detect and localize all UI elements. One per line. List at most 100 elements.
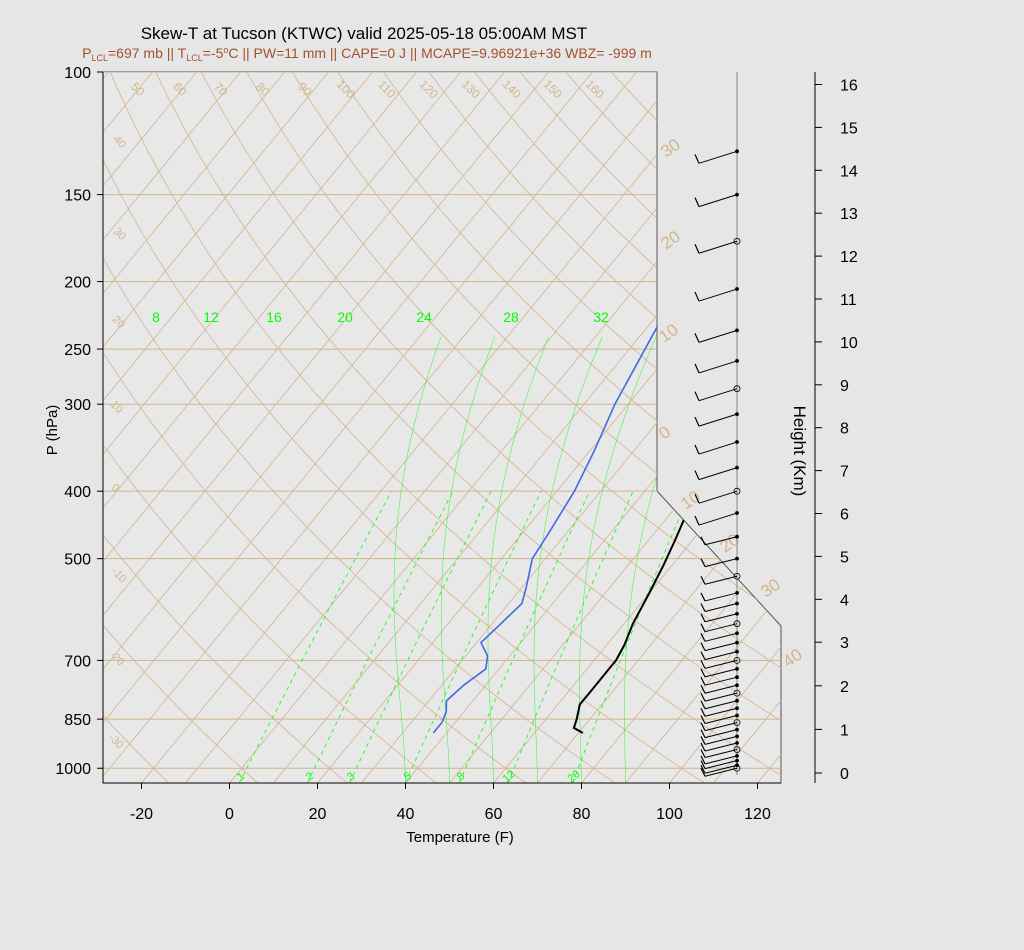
wind-barb — [694, 412, 739, 427]
wind-barb — [694, 465, 739, 481]
wind-barb — [700, 611, 739, 623]
pressure-tick-label: 150 — [64, 188, 91, 205]
dry-adiabat-line — [109, 72, 781, 783]
mixing-ratio-line — [507, 491, 634, 783]
wind-barb-flag — [694, 197, 700, 207]
wind-barb — [700, 754, 739, 765]
wind-barb-marker — [735, 640, 739, 645]
wind-barb-marker — [735, 706, 739, 711]
wind-barb-shaft — [698, 512, 738, 526]
wind-barb-flag — [700, 592, 706, 602]
wind-barb — [694, 385, 741, 402]
wind-barb-marker — [735, 511, 739, 515]
moist-adiabat-line — [579, 336, 657, 783]
wind-barb-marker — [735, 727, 739, 732]
wind-barb-flag — [694, 154, 700, 164]
pressure-tick-label: 1000 — [55, 761, 91, 778]
wind-barb-flag — [700, 729, 706, 738]
wind-barb — [694, 487, 741, 504]
dry-adiabat-line — [103, 72, 526, 783]
isotherm-line — [103, 72, 417, 783]
axis-layer: -20 0 20 40 60 80 100 1201001502002503004005007… — [55, 65, 857, 823]
moist-adiabat-line — [533, 336, 603, 783]
wind-barb-flag — [700, 603, 706, 612]
x-axis-label: Temperature (F) — [406, 829, 514, 846]
wind-barb-marker — [735, 758, 739, 763]
wind-barb-marker — [735, 328, 739, 333]
wind-barb-shaft — [704, 623, 738, 633]
wind-barb-marker — [735, 591, 739, 595]
height-tick-label: 13 — [840, 206, 858, 223]
wind-barb-layer — [694, 72, 741, 777]
isotherm-line — [493, 72, 781, 783]
height-tick-label: 9 — [840, 378, 849, 395]
wind-barb-marker — [735, 611, 739, 616]
isotherm-line — [625, 72, 781, 783]
wind-barb — [694, 192, 739, 208]
wind-barb-shaft — [704, 742, 738, 752]
wind-barb-shaft — [704, 700, 738, 710]
height-tick-label: 11 — [840, 292, 857, 309]
wind-barb-flag — [700, 767, 706, 777]
x-tick-label: 0 — [225, 806, 234, 823]
wind-barb-shaft — [704, 558, 738, 568]
wind-barb-marker — [735, 754, 739, 758]
wind-barb — [694, 359, 739, 374]
wind-barb-flag — [700, 755, 706, 765]
wind-barb-flag — [700, 558, 706, 567]
height-tick-label: 3 — [840, 635, 849, 652]
wind-barb-marker — [733, 719, 741, 727]
y-axis-label: P (hPa) — [44, 405, 61, 456]
wind-barb-marker — [735, 675, 739, 680]
wind-barb-shaft — [704, 692, 738, 702]
wind-barb-marker — [733, 572, 741, 580]
wind-barb-marker — [735, 683, 739, 688]
wind-barb-shaft — [704, 642, 738, 652]
wind-barb-marker — [735, 412, 739, 417]
wind-barb-marker — [733, 385, 741, 393]
wind-barb-flag — [700, 715, 706, 724]
wind-barb-marker — [735, 359, 739, 363]
wind-barb-flag — [700, 576, 706, 585]
wind-barb-shaft — [704, 575, 738, 585]
wind-barb — [700, 656, 741, 669]
isotherm-line — [317, 72, 781, 783]
wind-barb-flag — [700, 749, 706, 758]
mixing-ratio-line — [349, 491, 492, 783]
pressure-tick-label: 500 — [64, 552, 91, 569]
wind-barb — [700, 741, 739, 752]
wind-barb — [694, 440, 739, 455]
wind-barb-marker — [735, 741, 739, 745]
wind-barb-flag — [700, 760, 706, 769]
mixing-ratio-label: 28 — [503, 309, 519, 325]
wind-barb-shaft — [704, 592, 738, 602]
wind-barb-shaft — [704, 707, 738, 717]
wind-barb-flag — [700, 707, 706, 717]
wind-barb — [700, 689, 741, 702]
wind-barb-marker — [735, 763, 739, 768]
wind-barb-shaft — [704, 735, 738, 745]
isotherm-line — [103, 72, 549, 783]
height-tick-label: 15 — [840, 120, 858, 137]
wind-barb-shaft — [704, 651, 738, 661]
dry-adiabat-line — [103, 72, 348, 783]
wind-barb — [700, 713, 739, 725]
dry-adiabat-line — [103, 72, 169, 783]
height-tick-label: 4 — [840, 592, 849, 609]
wind-barb-flag — [694, 444, 700, 455]
wind-barb-flag — [700, 613, 706, 623]
isotherm-line — [103, 72, 329, 783]
wind-barb — [700, 534, 739, 546]
isotherm-line — [103, 72, 637, 783]
wind-barb-marker — [735, 631, 739, 636]
height-axis-label: Height (Km) — [790, 406, 809, 497]
wind-barb — [700, 572, 741, 585]
wind-barb — [700, 640, 739, 652]
curve-layer — [432, 72, 781, 734]
dry-adiabat-line — [292, 72, 781, 783]
isotherm-line — [669, 72, 781, 783]
isotherm-line — [103, 72, 241, 783]
wind-barb-shaft — [704, 603, 738, 613]
isotherm-line — [103, 72, 285, 783]
wind-barb-marker — [735, 649, 739, 654]
